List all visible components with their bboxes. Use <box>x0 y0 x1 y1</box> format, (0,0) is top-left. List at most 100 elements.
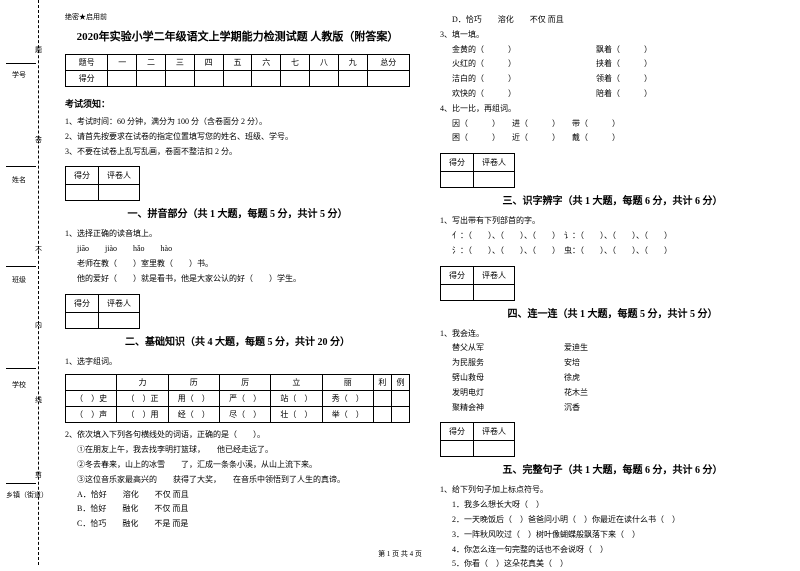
match-line: 发明电灯花木兰 <box>440 387 785 400</box>
secrecy-note: 绝密★启用前 <box>65 12 410 22</box>
match-left: 发明电灯 <box>452 387 484 400</box>
cell <box>281 71 310 87</box>
cut-line <box>38 0 39 565</box>
question-line: ②冬去春来，山上的冰雪 了，汇成一条条小溪，从山上流下来。 <box>65 459 410 472</box>
option: B．恰好 融化 不仅 而且 <box>65 503 410 516</box>
fill-left: 洁白的（ ） <box>452 73 516 86</box>
fill-right: 领着（ ） <box>596 73 652 86</box>
cut-char: 不 <box>35 245 42 255</box>
comp-line: 因（ ） 进（ ） 带（ ） <box>440 118 785 131</box>
cell: 评卷人 <box>474 154 515 172</box>
question: 2、依次填入下列各句横线处的词语，正确的是（ ）。 <box>65 429 410 442</box>
cell: 七 <box>281 55 310 71</box>
notice-heading: 考试须知： <box>65 97 410 110</box>
match-line: 聚精会神沉香 <box>440 402 785 415</box>
table-row: （ ）声（ ）用经（ ）尽（ ）壮（ ）举（ ） <box>66 407 410 423</box>
cut-char: 线 <box>35 395 42 405</box>
option: A．恰好 溶化 不仅 而且 <box>65 489 410 502</box>
cell <box>441 441 474 457</box>
cell: 历 <box>168 375 219 391</box>
cell <box>474 172 515 188</box>
notice-item: 2、请首先按要求在试卷的指定位置填写您的姓名、班级、学号。 <box>65 131 410 144</box>
marker-box: 得分评卷人 <box>440 422 515 457</box>
cell: 评卷人 <box>99 167 140 185</box>
option: C．恰巧 融化 不是 而是 <box>65 518 410 531</box>
marker-box: 得分评卷人 <box>65 166 140 201</box>
cell: 厉 <box>219 375 270 391</box>
comp-item: 困（ ） <box>452 133 496 142</box>
fill-left: 火红的（ ） <box>452 58 516 71</box>
match-line: 劈山救母徐虎 <box>440 372 785 385</box>
question: 1、写出带有下列部首的字。 <box>440 215 785 228</box>
cell: 一 <box>108 55 137 71</box>
cell: （ ）用 <box>117 407 168 423</box>
fill-left: 金黄的（ ） <box>452 44 516 57</box>
cell: 六 <box>252 55 281 71</box>
question: 1、我会连。 <box>440 328 785 341</box>
cell: 严（ ） <box>219 391 270 407</box>
cell: 评卷人 <box>99 294 140 312</box>
comp-item: 因（ ） <box>452 119 496 128</box>
match-right: 爱迪生 <box>564 342 588 355</box>
margin-xuehao: 学号 <box>12 70 26 80</box>
cell: 二 <box>137 55 166 71</box>
question-line: ③这位音乐家最高兴的 获得了大奖， 在音乐中领悟到了人生的真谛。 <box>65 474 410 487</box>
cell <box>367 71 409 87</box>
cell <box>391 391 409 407</box>
blank-line <box>6 158 36 167</box>
blank-line <box>6 55 36 64</box>
fill-right: 挟着（ ） <box>596 58 652 71</box>
cell <box>338 71 367 87</box>
cell: 壮（ ） <box>271 407 322 423</box>
cell <box>137 71 166 87</box>
cell: 得分 <box>441 154 474 172</box>
char-grid: 力历厉立丽利例 （ ）史（ ）正用（ ）严（ ）站（ ）秀（ ） （ ）声（ ）… <box>65 374 410 423</box>
fill-line: 洁白的（ ） 领着（ ） <box>440 73 785 86</box>
blank-line <box>6 258 36 267</box>
match-left: 为民服务 <box>452 357 484 370</box>
question-line: 老师在教（ ）室里教（ ）书。 <box>65 258 410 271</box>
sentence-line: 4．你怎么连一句完整的话也不会说呀（ ） <box>440 544 785 557</box>
cell <box>441 284 474 300</box>
cell <box>391 407 409 423</box>
cell: 站（ ） <box>271 391 322 407</box>
cell <box>474 284 515 300</box>
sentence-line: 1．我多么想长大呀（ ） <box>440 499 785 512</box>
margin-xingming: 姓名 <box>12 175 26 185</box>
cell <box>99 312 140 328</box>
cell <box>108 71 137 87</box>
cell: 得分 <box>441 266 474 284</box>
match-line: 替父从军爱迪生 <box>440 342 785 355</box>
comp-item: 近（ ） <box>512 133 556 142</box>
fill-right: 飘着（ ） <box>596 44 652 57</box>
cell: 得分 <box>66 294 99 312</box>
fill-line: 欢快的（ ）陪着（ ） <box>440 88 785 101</box>
cell: 题号 <box>66 55 108 71</box>
match-right: 徐虎 <box>564 372 580 385</box>
cell: 立 <box>271 375 322 391</box>
cell <box>165 71 194 87</box>
cell: 举（ ） <box>322 407 373 423</box>
table-row: 题号 一 二 三 四 五 六 七 八 九 总分 <box>66 55 410 71</box>
fill-line: 金黄的（ ） 飘着（ ） <box>440 44 785 57</box>
cell <box>373 391 391 407</box>
question-line: ①在朋友上午，我去找李明打篮球， 他已经走远了。 <box>65 444 410 457</box>
question: 1、选择正确的读音填上。 <box>65 228 410 241</box>
cell: 利 <box>373 375 391 391</box>
comp-item: 戴（ ） <box>572 133 620 142</box>
page-footer: 第 1 页 共 4 页 <box>378 549 422 559</box>
cell: 评卷人 <box>474 266 515 284</box>
exam-title: 2020年实验小学二年级语文上学期能力检测试题 人教版（附答案） <box>65 28 410 44</box>
cell: 例 <box>391 375 409 391</box>
cell <box>66 312 99 328</box>
section-1-title: 一、拼音部分（共 1 大题，每题 5 分，共计 5 分） <box>65 205 410 220</box>
fill-right: 陪着（ ） <box>596 88 652 101</box>
cell <box>223 71 252 87</box>
right-column: D．恰巧 溶化 不仅 而且 3、填一填。 金黄的（ ）飘着（ ） 火红的（ ）挟… <box>425 0 800 565</box>
cell <box>194 71 223 87</box>
cell: （ ）正 <box>117 391 168 407</box>
notice-item: 3、不要在试卷上乱写乱画，卷面不整洁扣 2 分。 <box>65 146 410 159</box>
marker-box: 得分评卷人 <box>440 153 515 188</box>
exam-page: 乡镇（街道） 学校 班级 姓名 学号 剪 线 内 不 答 题 绝密★启用前 20… <box>0 0 800 565</box>
margin-xuexiao: 学校 <box>12 380 26 390</box>
